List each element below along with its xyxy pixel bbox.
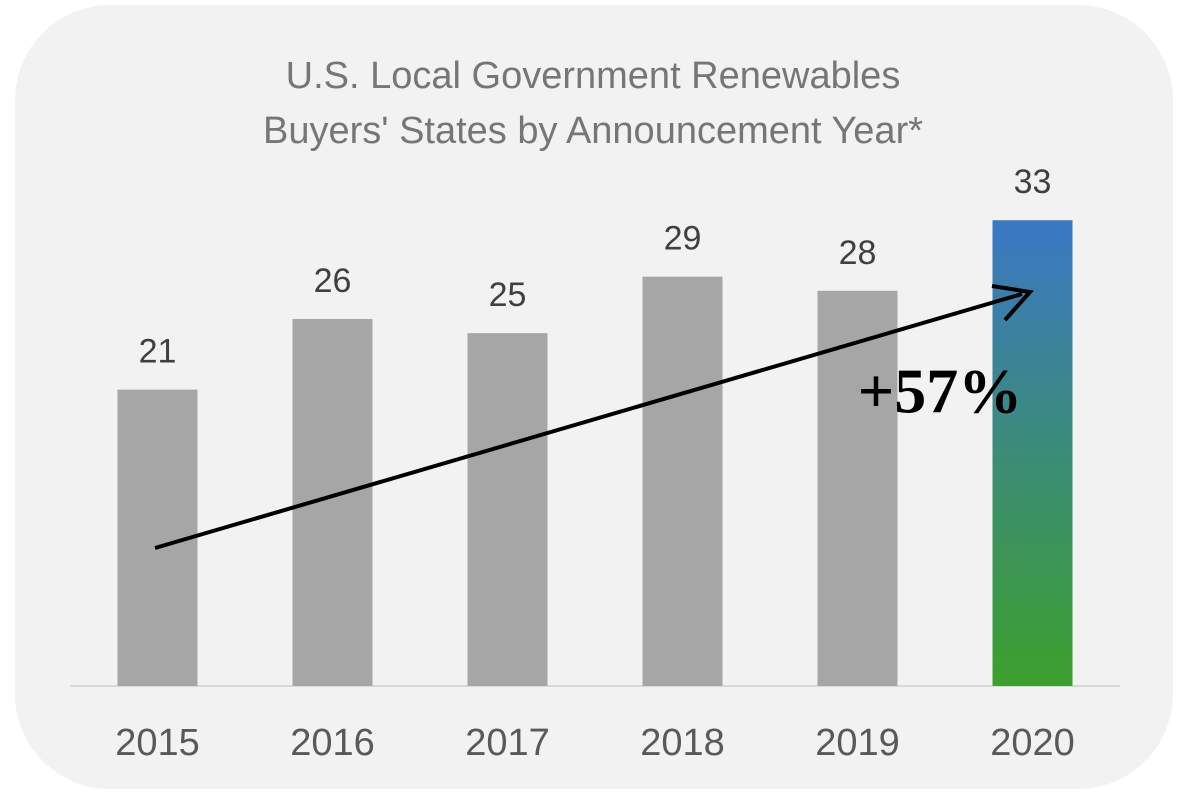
chart-title: U.S. Local Government Renewables xyxy=(286,55,901,97)
arrow-head xyxy=(991,284,1034,322)
value-label: 33 xyxy=(1014,163,1052,201)
bar xyxy=(992,220,1073,686)
trend-arrow xyxy=(154,292,1023,550)
bar xyxy=(817,290,898,686)
x-tick-label: 2018 xyxy=(640,722,725,764)
x-tick-label: 2017 xyxy=(465,722,550,764)
bar xyxy=(642,276,723,686)
x-tick-label: 2019 xyxy=(815,722,900,764)
chart-title: Buyers' States by Announcement Year* xyxy=(263,110,923,152)
value-label: 26 xyxy=(314,262,352,300)
bar xyxy=(467,333,548,686)
value-label: 21 xyxy=(139,333,177,371)
value-label: 28 xyxy=(839,234,877,272)
x-tick-label: 2015 xyxy=(115,722,200,764)
x-tick-label: 2020 xyxy=(990,722,1075,764)
annotation: +57% xyxy=(858,356,1022,427)
value-label: 25 xyxy=(489,276,527,314)
x-tick-label: 2016 xyxy=(290,722,375,764)
value-label: 29 xyxy=(664,220,702,258)
